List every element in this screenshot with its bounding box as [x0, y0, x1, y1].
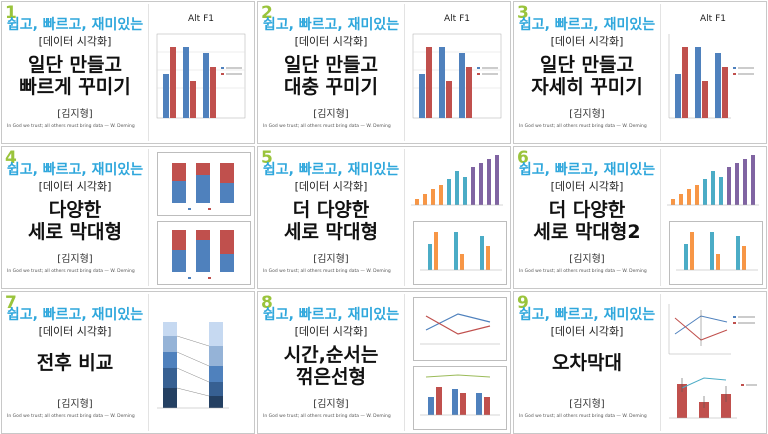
stacked-bar-chart-a	[157, 152, 251, 216]
slide-7[interactable]: 7 쉽고, 빠르고, 재미있는 [데이터 시각화] 전후 비교 [김지형] In…	[1, 291, 255, 434]
slide-number: 8	[261, 293, 273, 313]
slide-number: 4	[5, 148, 17, 168]
slide-number: 1	[5, 3, 17, 23]
slogan: 쉽고, 빠르고, 재미있는	[6, 162, 144, 178]
subtitle: [데이터 시각화]	[294, 325, 368, 338]
slide-title: 일단 만들고 빠르게 꾸미기	[19, 54, 131, 98]
subtitle: [데이터 시각화]	[38, 35, 112, 48]
slide-title: 오차막대	[552, 352, 622, 374]
slide-1[interactable]: 1 쉽고, 빠르고, 재미있는 [데이터 시각화] 일단 만들고 빠르게 꾸미기 …	[1, 1, 255, 144]
subtitle: [데이터 시각화]	[38, 180, 112, 193]
error-bar-chart-icon	[668, 304, 757, 419]
slide-title: 더 다양한 세로 막대형2	[533, 199, 641, 243]
slogan: 쉽고, 빠르고, 재미있는	[518, 162, 656, 178]
slide-3[interactable]: 3 쉽고, 빠르고, 재미있는 [데이터 시각화] 일단 만들고 자세히 꾸미기 …	[513, 1, 767, 144]
author: [김지형]	[57, 254, 93, 265]
slide-number: 9	[517, 293, 529, 313]
quote: In God we trust; all others must bring d…	[519, 414, 647, 419]
subtitle: [데이터 시각화]	[294, 180, 368, 193]
chart-thumbnail	[404, 294, 509, 431]
slide-9[interactable]: 9 쉽고, 빠르고, 재미있는 [데이터 시각화] 오차막대 [김지형] In …	[513, 291, 767, 434]
stacked-bar-chart-b	[157, 221, 251, 285]
author: [김지형]	[57, 109, 93, 120]
slide-number: 3	[517, 3, 529, 23]
slide-number: 6	[517, 148, 529, 168]
bar-chart-icon	[412, 33, 502, 119]
clustered-bar-chart	[669, 221, 763, 285]
slide-2[interactable]: 2 쉽고, 빠르고, 재미있는 [데이터 시각화] 일단 만들고 대충 꾸미기 […	[257, 1, 511, 144]
slide-number: 5	[261, 148, 273, 168]
quote: In God we trust; all others must bring d…	[7, 414, 135, 419]
slogan: 쉽고, 빠르고, 재미있는	[6, 17, 144, 33]
quote: In God we trust; all others must bring d…	[7, 124, 135, 129]
subtitle: [데이터 시각화]	[294, 35, 368, 48]
chart-thumbnail	[148, 149, 253, 286]
chart-thumbnail	[148, 294, 253, 431]
quote: In God we trust; all others must bring d…	[519, 269, 647, 274]
clustered-bar-chart	[413, 221, 507, 285]
slide-title: 일단 만들고 대충 꾸미기	[283, 54, 378, 98]
chart-thumbnail: Alt F1	[404, 4, 509, 141]
slide-title: 전후 비교	[36, 352, 114, 374]
author: [김지형]	[569, 254, 605, 265]
quote: In God we trust; all others must bring d…	[7, 269, 135, 274]
subtitle: [데이터 시각화]	[550, 325, 624, 338]
chart-thumbnail: Alt F1	[148, 4, 253, 141]
bar-chart-icon	[668, 34, 754, 119]
chart-title: Alt F1	[444, 14, 470, 24]
quote: In God we trust; all others must bring d…	[263, 269, 391, 274]
chart-thumbnail: Alt F1	[660, 4, 765, 141]
author: [김지형]	[313, 254, 349, 265]
bar-chart-icon	[411, 155, 503, 206]
bar-chart-icon	[667, 155, 759, 206]
author: [김지형]	[569, 399, 605, 410]
slide-4[interactable]: 4 쉽고, 빠르고, 재미있는 [데이터 시각화] 다양한 세로 막대형 [김지형…	[1, 146, 255, 289]
slide-8[interactable]: 8 쉽고, 빠르고, 재미있는 [데이터 시각화] 시간,순서는 꺾은선형 [김지…	[257, 291, 511, 434]
chart-thumbnail	[404, 149, 509, 286]
slide-5[interactable]: 5 쉽고, 빠르고, 재미있는 [데이터 시각화] 더 다양한 세로 막대형 [김…	[257, 146, 511, 289]
chart-thumbnail	[660, 149, 765, 286]
line-chart	[413, 297, 507, 361]
author: [김지형]	[313, 109, 349, 120]
chart-title: Alt F1	[188, 14, 214, 24]
bar-line-combo-chart	[413, 366, 507, 430]
slide-title: 일단 만들고 자세히 꾸미기	[531, 54, 643, 98]
subtitle: [데이터 시각화]	[550, 180, 624, 193]
author: [김지형]	[313, 399, 349, 410]
subtitle: [데이터 시각화]	[550, 35, 624, 48]
slogan: 쉽고, 빠르고, 재미있는	[262, 307, 400, 323]
chart-thumbnail	[660, 294, 765, 431]
slogan: 쉽고, 빠르고, 재미있는	[262, 162, 400, 178]
slide-number: 2	[261, 3, 273, 23]
slide-title: 더 다양한 세로 막대형	[283, 199, 378, 243]
slogan: 쉽고, 빠르고, 재미있는	[518, 307, 656, 323]
slide-title: 시간,순서는 꺾은선형	[283, 344, 379, 388]
slide-6[interactable]: 6 쉽고, 빠르고, 재미있는 [데이터 시각화] 더 다양한 세로 막대형2 […	[513, 146, 767, 289]
author: [김지형]	[569, 109, 605, 120]
quote: In God we trust; all others must bring d…	[263, 414, 391, 419]
bar-chart-icon	[156, 33, 246, 119]
slogan: 쉽고, 빠르고, 재미있는	[262, 17, 400, 33]
author: [김지형]	[57, 399, 93, 410]
subtitle: [데이터 시각화]	[38, 325, 112, 338]
quote: In God we trust; all others must bring d…	[263, 124, 391, 129]
slogan: 쉽고, 빠르고, 재미있는	[518, 17, 656, 33]
slide-title: 다양한 세로 막대형	[27, 199, 122, 243]
slogan: 쉽고, 빠르고, 재미있는	[6, 307, 144, 323]
slide-number: 7	[5, 293, 17, 313]
quote: In God we trust; all others must bring d…	[519, 124, 647, 129]
stacked-100-bar-icon	[157, 322, 229, 409]
chart-title: Alt F1	[700, 14, 726, 24]
